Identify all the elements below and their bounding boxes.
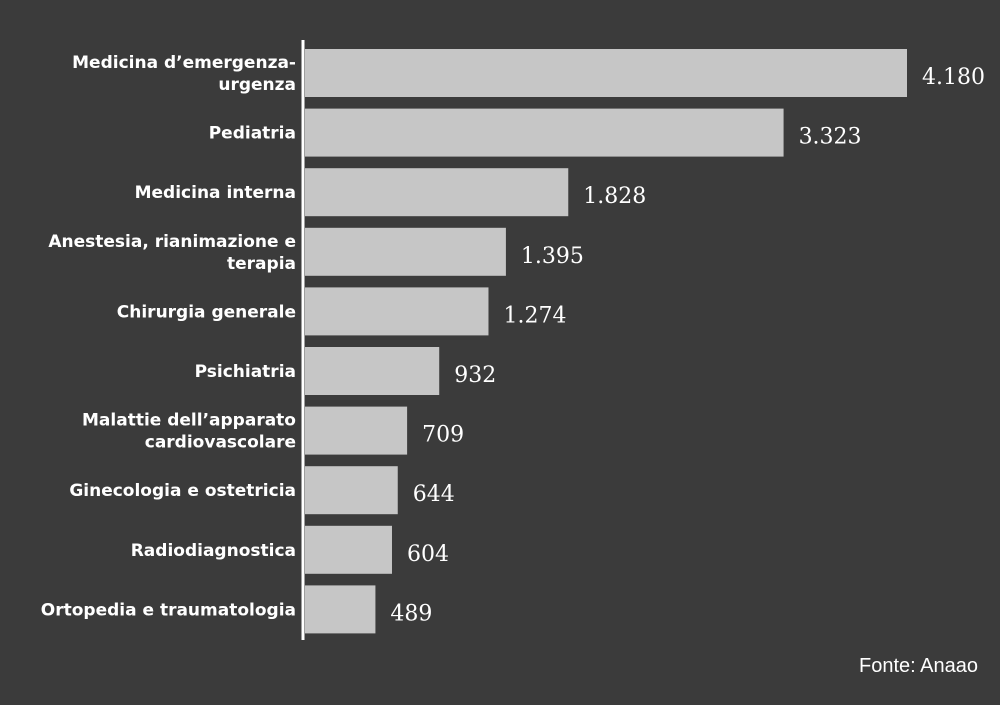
- category-label: Malattie dell’apparato cardiovascolare: [82, 411, 296, 453]
- category-label: Ginecologia e ostetricia: [69, 481, 296, 501]
- category-label: Anestesia, rianimazione e terapia: [48, 232, 296, 274]
- bar-value-label: 1.274: [503, 303, 566, 328]
- bar-value-label: 3.323: [799, 125, 862, 150]
- bar: [305, 347, 440, 395]
- bar-value-label: 709: [422, 423, 464, 448]
- bar-value-label: 4.180: [922, 65, 985, 90]
- bar: [305, 585, 376, 634]
- bar: [305, 49, 907, 97]
- bar-value-label: 489: [390, 601, 432, 626]
- bar-value-label: 1.395: [521, 244, 584, 269]
- category-label: Radiodiagnostica: [131, 541, 296, 561]
- category-label: Medicina d’emergenza-urgenza: [72, 53, 296, 95]
- bar: [305, 406, 408, 455]
- category-label: Ortopedia e traumatologia: [41, 600, 296, 620]
- bar: [305, 168, 569, 217]
- category-label: Medicina interna: [135, 183, 296, 203]
- bar-value-label: 932: [454, 363, 496, 388]
- category-label: Pediatria: [209, 124, 296, 144]
- bar-value-label: 1.828: [583, 184, 646, 209]
- source-note: Fonte: Anaao: [859, 655, 978, 677]
- bars-group: 4.180 Medicina d’emergenza-urgenza 3.323 Pe…: [41, 49, 985, 634]
- category-label: Chirurgia generale: [117, 302, 296, 322]
- bar-value-label: 644: [413, 482, 455, 507]
- bar: [305, 466, 398, 515]
- bar: [305, 287, 489, 336]
- bar: [305, 525, 392, 574]
- bar-value-label: 604: [407, 542, 449, 567]
- bar: [305, 227, 506, 276]
- bar: [305, 108, 784, 157]
- category-label: Psichiatria: [195, 362, 296, 382]
